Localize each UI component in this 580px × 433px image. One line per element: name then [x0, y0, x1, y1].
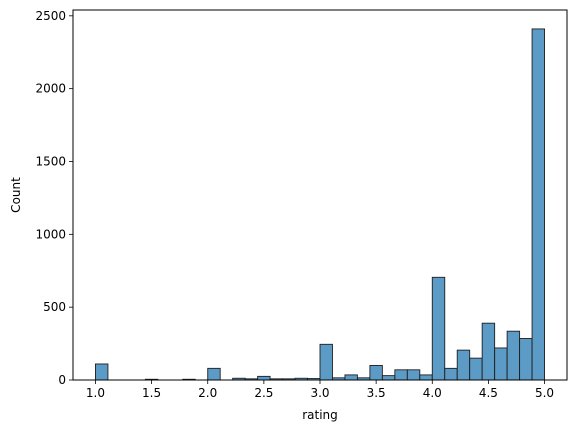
histogram-bar — [95, 363, 109, 381]
y-tick-label: 500 — [43, 300, 66, 314]
histogram-bar — [369, 364, 383, 381]
x-tick-label: 3.0 — [310, 386, 329, 400]
histogram-bar — [519, 338, 533, 381]
histogram-bar — [394, 369, 408, 381]
histogram-bar — [531, 28, 545, 381]
histogram-bar — [481, 322, 496, 381]
y-tick-label: 1000 — [35, 227, 66, 241]
x-tick-label: 2.0 — [198, 386, 217, 400]
histogram-bar — [506, 330, 521, 381]
histogram-bar — [456, 349, 471, 381]
histogram-bar — [344, 374, 358, 381]
x-tick-label: 4.0 — [423, 386, 442, 400]
histogram-bar — [431, 276, 446, 381]
histogram-bar — [207, 367, 221, 381]
x-tick-label: 1.5 — [142, 386, 161, 400]
histogram-bar — [319, 343, 333, 381]
plot-frame — [72, 9, 568, 381]
histogram-bar — [419, 374, 433, 381]
x-tick-label: 5.0 — [535, 386, 554, 400]
y-tick-label: 2500 — [35, 9, 66, 23]
y-tick-label: 1500 — [35, 154, 66, 168]
y-axis-ticks: 0 500 1000 1500 2000 2500 — [35, 9, 73, 387]
histogram-bar — [406, 369, 421, 381]
y-tick-label: 2000 — [35, 82, 66, 96]
y-axis-label: Count — [9, 177, 23, 213]
x-tick-label: 4.5 — [479, 386, 498, 400]
y-tick-label: 0 — [58, 373, 66, 387]
x-tick-label: 3.5 — [367, 386, 386, 400]
histogram-bars — [95, 28, 545, 381]
histogram-bar — [257, 375, 271, 381]
histogram-bar — [469, 357, 483, 381]
x-axis-label: rating — [302, 408, 338, 422]
x-axis-ticks: 1.0 1.5 2.0 2.5 3.0 3.5 4.0 4.5 5.0 — [86, 380, 554, 400]
histogram-bar — [444, 367, 458, 381]
histogram-bar — [494, 347, 508, 381]
histogram-bar — [381, 375, 396, 381]
x-tick-label: 2.5 — [254, 386, 273, 400]
x-tick-label: 1.0 — [86, 386, 105, 400]
